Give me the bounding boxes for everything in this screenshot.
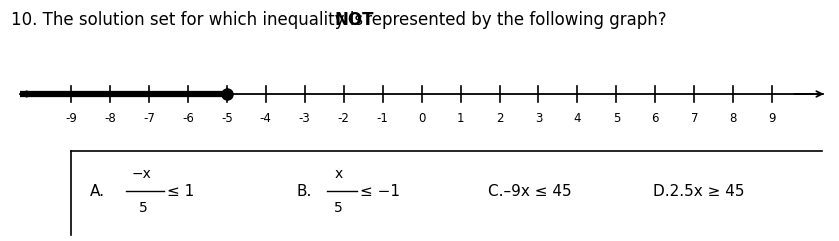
Text: C.–9x ≤ 45: C.–9x ≤ 45 <box>488 184 571 199</box>
Text: A.: A. <box>90 184 105 199</box>
Text: 2: 2 <box>496 113 503 126</box>
Text: 5: 5 <box>612 113 620 126</box>
Text: 1: 1 <box>456 113 464 126</box>
Text: ≤ −1: ≤ −1 <box>361 184 400 199</box>
Text: -7: -7 <box>143 113 155 126</box>
Text: 5: 5 <box>139 201 148 215</box>
Text: -2: -2 <box>338 113 350 126</box>
Text: 5: 5 <box>334 201 343 215</box>
Text: x: x <box>334 167 342 181</box>
Text: D.2.5x ≥ 45: D.2.5x ≥ 45 <box>654 184 745 199</box>
Text: 0: 0 <box>418 113 425 126</box>
Text: NOT: NOT <box>335 11 374 28</box>
Text: -8: -8 <box>104 113 116 126</box>
Text: 4: 4 <box>574 113 581 126</box>
Text: -3: -3 <box>299 113 310 126</box>
Text: −x: −x <box>132 167 151 181</box>
Text: ≤ 1: ≤ 1 <box>168 184 195 199</box>
Text: represented by the following graph?: represented by the following graph? <box>360 11 666 28</box>
Text: 3: 3 <box>534 113 542 126</box>
Text: -4: -4 <box>260 113 272 126</box>
Text: 6: 6 <box>652 113 659 126</box>
Text: -9: -9 <box>65 113 77 126</box>
Text: -1: -1 <box>377 113 388 126</box>
Text: -6: -6 <box>182 113 194 126</box>
Text: 10. The solution set for which inequality is: 10. The solution set for which inequalit… <box>11 11 368 28</box>
Text: 7: 7 <box>690 113 698 126</box>
Text: -5: -5 <box>221 113 232 126</box>
Text: B.: B. <box>297 184 312 199</box>
Text: 8: 8 <box>730 113 737 126</box>
Text: 9: 9 <box>769 113 776 126</box>
